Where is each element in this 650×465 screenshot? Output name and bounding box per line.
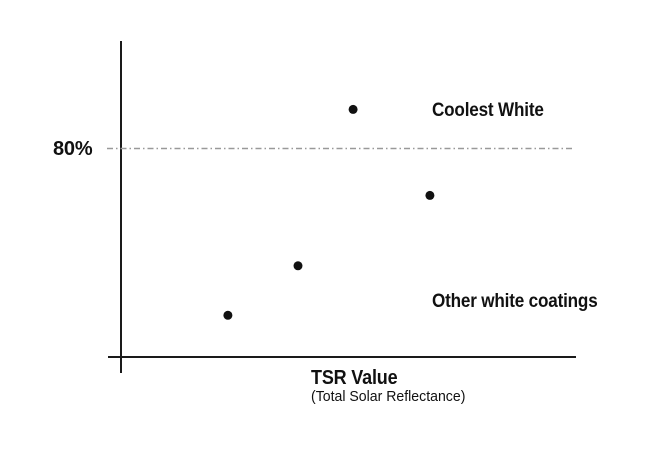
annotation-other-white-coatings: Other white coatings [432, 291, 598, 312]
threshold-label: 80% [53, 138, 93, 160]
data-point [425, 190, 435, 200]
data-point [223, 310, 233, 320]
x-axis-subtitle: (Total Solar Reflectance) [311, 388, 466, 405]
annotation-coolest-white: Coolest White [432, 100, 544, 121]
data-point [348, 104, 358, 114]
data-point [293, 261, 303, 271]
x-axis-title: TSR Value [311, 367, 398, 389]
